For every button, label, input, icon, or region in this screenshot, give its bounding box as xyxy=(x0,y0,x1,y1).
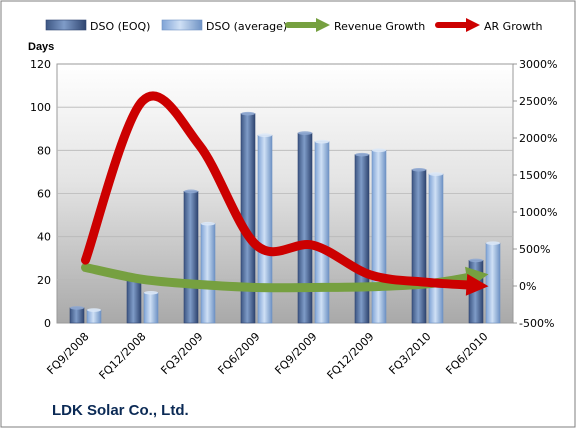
y-tick-label: 100 xyxy=(30,101,51,114)
bar-dso-average xyxy=(428,173,444,324)
legend: DSO (EOQ) DSO (average) Revenue Growth A… xyxy=(45,18,543,33)
bar-top-dso-average xyxy=(372,148,386,153)
bar-dso-average xyxy=(143,292,159,324)
legend-label-dso-eoq: DSO (EOQ) xyxy=(90,20,150,33)
y-tick-label: 80 xyxy=(37,144,51,157)
bar-top-dso-eoq xyxy=(184,189,198,194)
y2-tick-label: 1000% xyxy=(519,206,557,219)
series-lines xyxy=(81,91,489,296)
y-tick-label: 120 xyxy=(30,58,51,71)
bar-dso-eoq xyxy=(126,279,142,324)
legend-item-dso-average: DSO (average) xyxy=(161,19,287,33)
legend-swatch-dso-average xyxy=(161,19,203,31)
legend-arrow-revenue-growth xyxy=(316,18,330,32)
bar-dso-average xyxy=(257,134,273,324)
y2-tick-label: -500% xyxy=(519,317,554,330)
legend-item-ar-growth: AR Growth xyxy=(435,18,543,33)
y-tick-label: 60 xyxy=(37,188,51,201)
y2-tick-label: 500% xyxy=(519,243,550,256)
bar-top-dso-eoq xyxy=(355,152,369,157)
series-line-ar-growth xyxy=(81,91,477,290)
bar-top-dso-average xyxy=(258,133,272,138)
bar-top-dso-eoq xyxy=(469,258,483,263)
bar-top-dso-average xyxy=(315,139,329,144)
series-arrowhead-ar-growth xyxy=(465,273,489,296)
bar-dso-eoq xyxy=(183,191,199,324)
bar-top-dso-average xyxy=(201,221,215,226)
legend-item-revenue-growth: Revenue Growth xyxy=(285,18,425,33)
bar-dso-average xyxy=(485,242,501,324)
y2-tick-label: 1500% xyxy=(519,169,557,182)
bar-dso-average xyxy=(314,141,330,324)
legend-arrow-ar-growth xyxy=(466,18,480,32)
y-tick-label: 20 xyxy=(37,274,51,287)
y-tick-label: 0 xyxy=(44,317,51,330)
legend-label-revenue-growth: Revenue Growth xyxy=(334,20,425,33)
y2-tick-label: 3000% xyxy=(519,58,557,71)
bar-dso-eoq xyxy=(354,154,370,324)
legend-swatch-dso-eoq xyxy=(45,19,87,31)
bar-top-dso-eoq xyxy=(412,167,426,172)
bar-top-dso-average xyxy=(87,308,101,312)
bar-top-dso-eoq xyxy=(298,131,312,135)
y2-tick-label: 2000% xyxy=(519,132,557,145)
bar-top-dso-eoq xyxy=(241,111,255,116)
legend-label-ar-growth: AR Growth xyxy=(484,20,543,33)
bar-dso-eoq xyxy=(411,169,427,324)
bar-dso-eoq xyxy=(69,307,85,324)
bar-dso-average xyxy=(200,223,216,324)
legend-label-dso-average: DSO (average) xyxy=(206,20,287,33)
bar-dso-average xyxy=(371,150,387,324)
y2-tick-label: 0% xyxy=(519,280,536,293)
bar-top-dso-average xyxy=(429,172,443,176)
y-axis-ticks: 0 20 40 60 80 100 120 xyxy=(30,58,51,330)
bar-dso-eoq xyxy=(297,132,313,324)
bar-top-dso-average xyxy=(486,241,500,245)
y-axis-title: Days xyxy=(28,41,54,53)
y2-tick-label: 2500% xyxy=(519,95,557,108)
bar-top-dso-eoq xyxy=(70,306,84,310)
bars xyxy=(69,111,501,324)
bar-top-dso-average xyxy=(144,290,158,295)
company-label: LDK Solar Co., Ltd. xyxy=(52,402,189,419)
y-tick-label: 40 xyxy=(37,231,51,244)
y2-axis-ticks: -500% 0% 500% 1000% 1500% 2000% 2500% 3000% xyxy=(513,58,557,330)
legend-item-dso-eoq: DSO (EOQ) xyxy=(45,19,150,33)
bar-dso-average xyxy=(86,309,102,324)
